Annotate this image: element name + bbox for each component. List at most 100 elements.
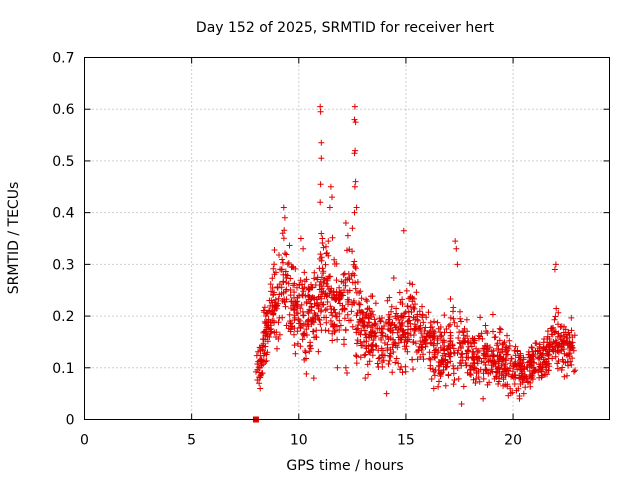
data-point <box>470 353 476 360</box>
data-point <box>288 323 295 330</box>
data-point <box>427 362 434 369</box>
data-point <box>434 337 441 343</box>
data-point <box>372 320 379 327</box>
data-point <box>285 260 292 266</box>
data-point <box>555 321 561 328</box>
data-point <box>271 247 278 253</box>
data-point <box>509 389 516 396</box>
plot-frame <box>84 57 610 420</box>
data-point <box>548 325 554 332</box>
data-point <box>325 238 332 245</box>
data-point <box>505 367 512 374</box>
data-point <box>503 357 510 364</box>
data-point <box>291 314 298 321</box>
data-point <box>454 350 461 356</box>
data-point <box>458 343 465 350</box>
data-point <box>275 295 282 302</box>
data-point <box>407 320 414 327</box>
data-point <box>493 374 500 381</box>
data-point <box>525 351 532 358</box>
data-point <box>351 209 358 216</box>
data-point <box>336 310 343 317</box>
data-point <box>366 358 373 365</box>
data-point <box>384 347 391 354</box>
data-point <box>400 327 407 334</box>
data-point <box>414 317 421 324</box>
data-point <box>422 324 429 331</box>
data-point <box>435 383 442 390</box>
data-point <box>291 325 298 332</box>
data-point <box>555 349 562 356</box>
data-point <box>485 370 492 377</box>
data-point <box>452 238 459 245</box>
data-point <box>286 242 293 249</box>
data-point <box>362 351 369 358</box>
data-point <box>325 327 332 334</box>
data-point <box>352 178 359 185</box>
data-point <box>286 311 293 318</box>
data-point <box>496 337 503 344</box>
data-point <box>564 359 571 366</box>
data-point <box>316 265 323 272</box>
data-point <box>331 261 338 267</box>
data-point <box>384 297 391 304</box>
data-point <box>550 348 557 354</box>
data-point <box>402 368 409 375</box>
data-point <box>482 322 489 329</box>
data-point <box>372 329 378 336</box>
data-point <box>478 330 485 337</box>
data-point <box>331 306 338 313</box>
data-point <box>561 350 568 357</box>
data-point <box>271 289 278 296</box>
data-point <box>545 342 552 349</box>
data-point <box>310 328 317 335</box>
data-point <box>457 315 464 322</box>
data-point <box>383 390 390 397</box>
data-point <box>257 372 264 379</box>
data-point <box>500 382 507 389</box>
data-point <box>335 297 342 303</box>
data-point <box>555 309 562 316</box>
data-point <box>409 281 416 288</box>
data-point <box>426 349 433 356</box>
data-point <box>408 309 415 316</box>
data-point <box>520 390 527 397</box>
data-point <box>266 307 273 314</box>
data-point <box>351 103 358 110</box>
data-point <box>298 301 305 308</box>
data-point <box>505 371 512 378</box>
data-point <box>317 108 324 115</box>
data-point <box>443 326 450 332</box>
data-point <box>282 268 289 275</box>
data-point <box>447 349 454 356</box>
data-point <box>390 349 397 355</box>
data-point <box>558 332 565 339</box>
data-point <box>378 336 385 343</box>
data-point <box>554 365 561 372</box>
data-point <box>395 360 402 367</box>
data-point <box>398 321 405 328</box>
data-point <box>368 343 374 350</box>
data-point <box>529 348 536 355</box>
data-point <box>338 292 344 299</box>
data-point <box>405 313 412 320</box>
data-point <box>329 330 336 337</box>
data-point <box>506 337 513 344</box>
data-point <box>267 326 273 333</box>
data-point <box>528 344 535 351</box>
data-point <box>441 329 448 336</box>
data-point <box>317 181 324 188</box>
data-point <box>323 280 330 287</box>
data-point <box>429 366 436 373</box>
data-point <box>457 308 463 315</box>
data-point <box>342 277 349 283</box>
data-point <box>324 299 331 305</box>
data-point <box>444 359 451 366</box>
y-tick-label: 0.4 <box>52 206 74 222</box>
data-point <box>364 361 371 368</box>
data-point <box>299 336 306 343</box>
data-point <box>504 332 510 339</box>
data-point <box>515 363 522 370</box>
data-point <box>341 315 348 322</box>
data-point <box>554 360 561 367</box>
